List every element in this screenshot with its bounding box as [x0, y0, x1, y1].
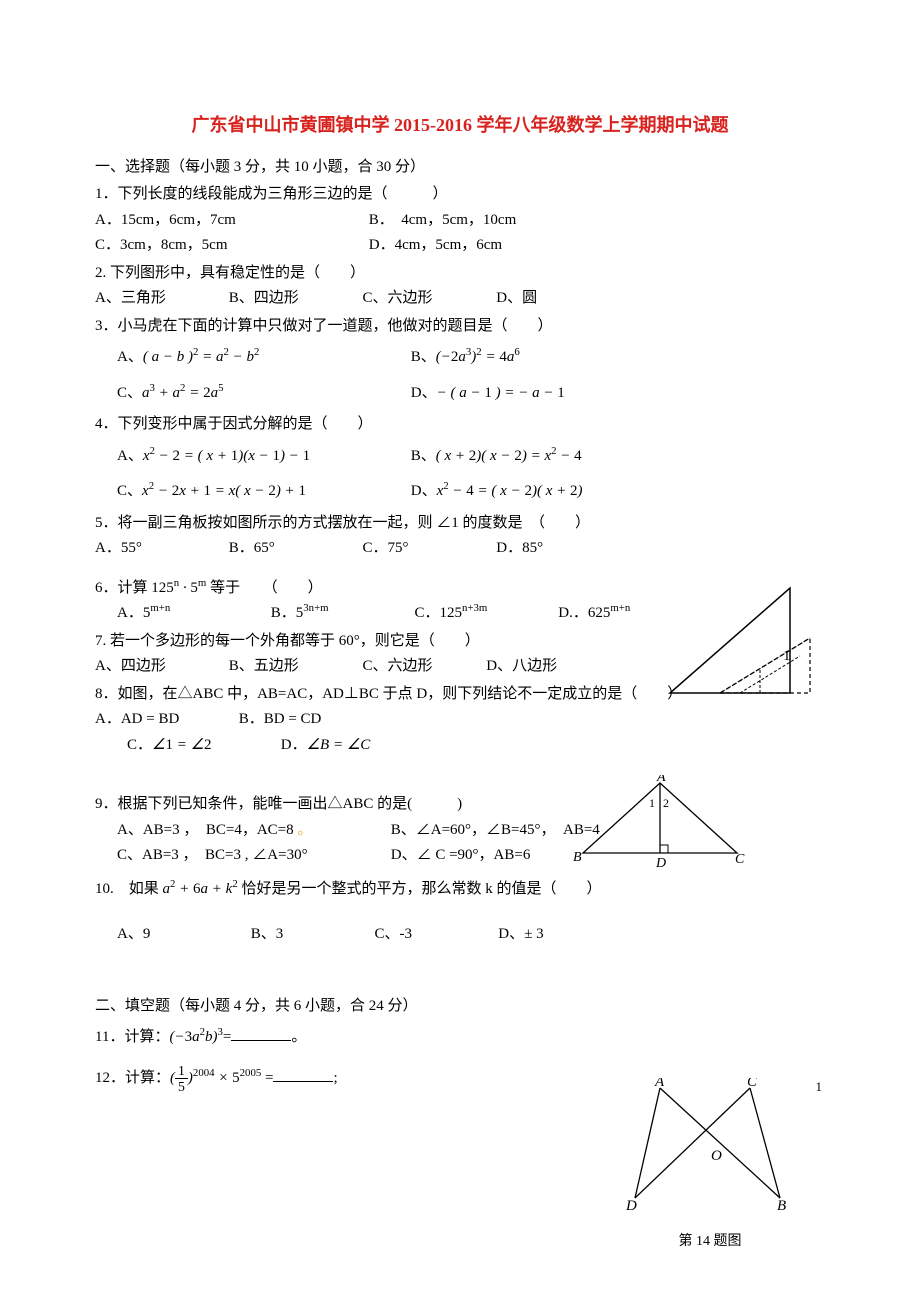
q9-opt-c: C、AB=3 ， BC=3 , ∠A=30°	[117, 843, 387, 869]
svg-text:2: 2	[663, 796, 669, 810]
blank-fill	[231, 1025, 291, 1041]
q5-opt-d: D．85°	[496, 536, 543, 562]
q4-opt-a: A、x2 − 2 = ( x + 1)(x − 1) − 1	[117, 444, 407, 470]
q5-opt-c: C．75°	[363, 536, 493, 562]
question-5: 5．将一副三角板按如图所示的方式摆放在一起，则 ∠1 的度数是 （ ） A．55…	[95, 511, 825, 562]
question-11: 11．计算：(−3a2b)3=。	[95, 1025, 825, 1051]
q8-opt-c: C．∠1 = ∠2	[127, 733, 277, 759]
svg-text:C: C	[735, 852, 745, 867]
exam-title: 广东省中山市黄圃镇中学 2015-2016 学年八年级数学上学期期中试题	[95, 110, 825, 141]
q3-opt-b: B、(−2a3)2 = 4a6	[411, 345, 520, 371]
q9-opt-d: D、∠ C =90°，AB=6	[391, 843, 531, 869]
figure-q5: 1	[660, 578, 820, 713]
q2-opt-d: D、圆	[496, 286, 537, 312]
svg-text:O: O	[711, 1148, 722, 1164]
figure-q14-caption: 第 14 题图	[625, 1230, 795, 1254]
q6-opt-c: C．125n+3m	[415, 601, 555, 627]
q7-opt-c: C、六边形	[363, 654, 483, 680]
q6-opt-d: D.．625m+n	[558, 601, 630, 627]
svg-text:A: A	[656, 775, 666, 785]
q3-opt-c: C、a3 + a2 = 2a5	[117, 381, 407, 407]
q1-opt-b: B． 4cm，5cm，10cm	[369, 208, 516, 234]
q4-stem: 4．下列变形中属于因式分解的是（ ）	[95, 412, 825, 438]
svg-text:1: 1	[783, 648, 791, 664]
q7-opt-d: D、八边形	[486, 654, 557, 680]
q4-opt-d: D、x2 − 4 = ( x − 2)( x + 2)	[411, 479, 583, 505]
q10-opt-a: A、9	[117, 922, 247, 948]
question-4: 4．下列变形中属于因式分解的是（ ） A、x2 − 2 = ( x + 1)(x…	[95, 412, 825, 505]
q10-opt-b: B、3	[251, 922, 371, 948]
q3-opt-a: A、( a − b )2 = a2 − b2	[117, 345, 407, 371]
question-3: 3．小马虎在下面的计算中只做对了一道题，他做对的题目是（ ） A、( a − b…	[95, 314, 825, 407]
q3-stem: 3．小马虎在下面的计算中只做对了一道题，他做对的题目是（ ）	[95, 314, 825, 340]
q9-opt-a: A、AB=3 ， BC=4，AC=8 。	[117, 818, 387, 844]
q2-opt-c: C、六边形	[363, 286, 493, 312]
q10-opt-c: C、-3	[375, 922, 495, 948]
q5-stem: 5．将一副三角板按如图所示的方式摆放在一起，则 ∠1 的度数是 （ ）	[95, 511, 825, 537]
q10-opt-d: D、± 3	[498, 922, 543, 948]
q6-opt-b: B．53n+m	[271, 601, 411, 627]
q2-stem: 2. 下列图形中，具有稳定性的是（ ）	[95, 261, 825, 287]
blank-fill	[273, 1066, 333, 1082]
q6-opt-a: A．5m+n	[117, 601, 267, 627]
section-2-heading: 二、填空题（每小题 4 分，共 6 小题，合 24 分）	[95, 994, 825, 1020]
question-1: 1．下列长度的线段能成为三角形三边的是（ ） A．15cm，6cm，7cm B．…	[95, 182, 825, 259]
q1-opt-a: A．15cm，6cm，7cm	[95, 208, 365, 234]
q8-opt-d: D．∠B = ∠C	[281, 733, 371, 759]
svg-text:1: 1	[649, 796, 655, 810]
q7-opt-b: B、五边形	[229, 654, 359, 680]
q8-opt-a: A．AD = BD	[95, 707, 235, 733]
svg-text:D: D	[625, 1198, 637, 1214]
section-1-heading: 一、选择题（每小题 3 分，共 10 小题，合 30 分）	[95, 155, 825, 181]
question-10: 10. 如果 a2 + 6a + k2 恰好是另一个整式的平方，那么常数 k 的…	[95, 877, 825, 948]
svg-text:C: C	[747, 1078, 758, 1090]
page-number: 1	[816, 1076, 823, 1098]
svg-text:B: B	[573, 850, 582, 865]
q8-opt-b: B．BD = CD	[239, 707, 322, 733]
figure-q8: A B C D 1 2	[565, 775, 755, 880]
q2-opt-a: A、三角形	[95, 286, 225, 312]
q3-opt-d: D、− ( a − 1 ) = − a − 1	[411, 381, 565, 407]
q1-opt-d: D．4cm，5cm，6cm	[369, 233, 502, 259]
svg-text:B: B	[777, 1198, 786, 1214]
svg-text:A: A	[654, 1078, 665, 1090]
q4-opt-c: C、x2 − 2x + 1 = x( x − 2) + 1	[117, 479, 407, 505]
q5-opt-a: A．55°	[95, 536, 225, 562]
q7-opt-a: A、四边形	[95, 654, 225, 680]
question-2: 2. 下列图形中，具有稳定性的是（ ） A、三角形 B、四边形 C、六边形 D、…	[95, 261, 825, 312]
svg-text:D: D	[655, 856, 666, 870]
q1-opt-c: C．3cm，8cm，5cm	[95, 233, 365, 259]
q10-stem: 10. 如果 a2 + 6a + k2 恰好是另一个整式的平方，那么常数 k 的…	[95, 877, 825, 903]
q5-opt-b: B．65°	[229, 536, 359, 562]
figure-q14: A C D B O 第 14 题图	[625, 1078, 795, 1253]
q4-opt-b: B、( x + 2)( x − 2) = x2 − 4	[411, 444, 582, 470]
q2-opt-b: B、四边形	[229, 286, 359, 312]
q1-stem: 1．下列长度的线段能成为三角形三边的是（ ）	[95, 182, 825, 208]
